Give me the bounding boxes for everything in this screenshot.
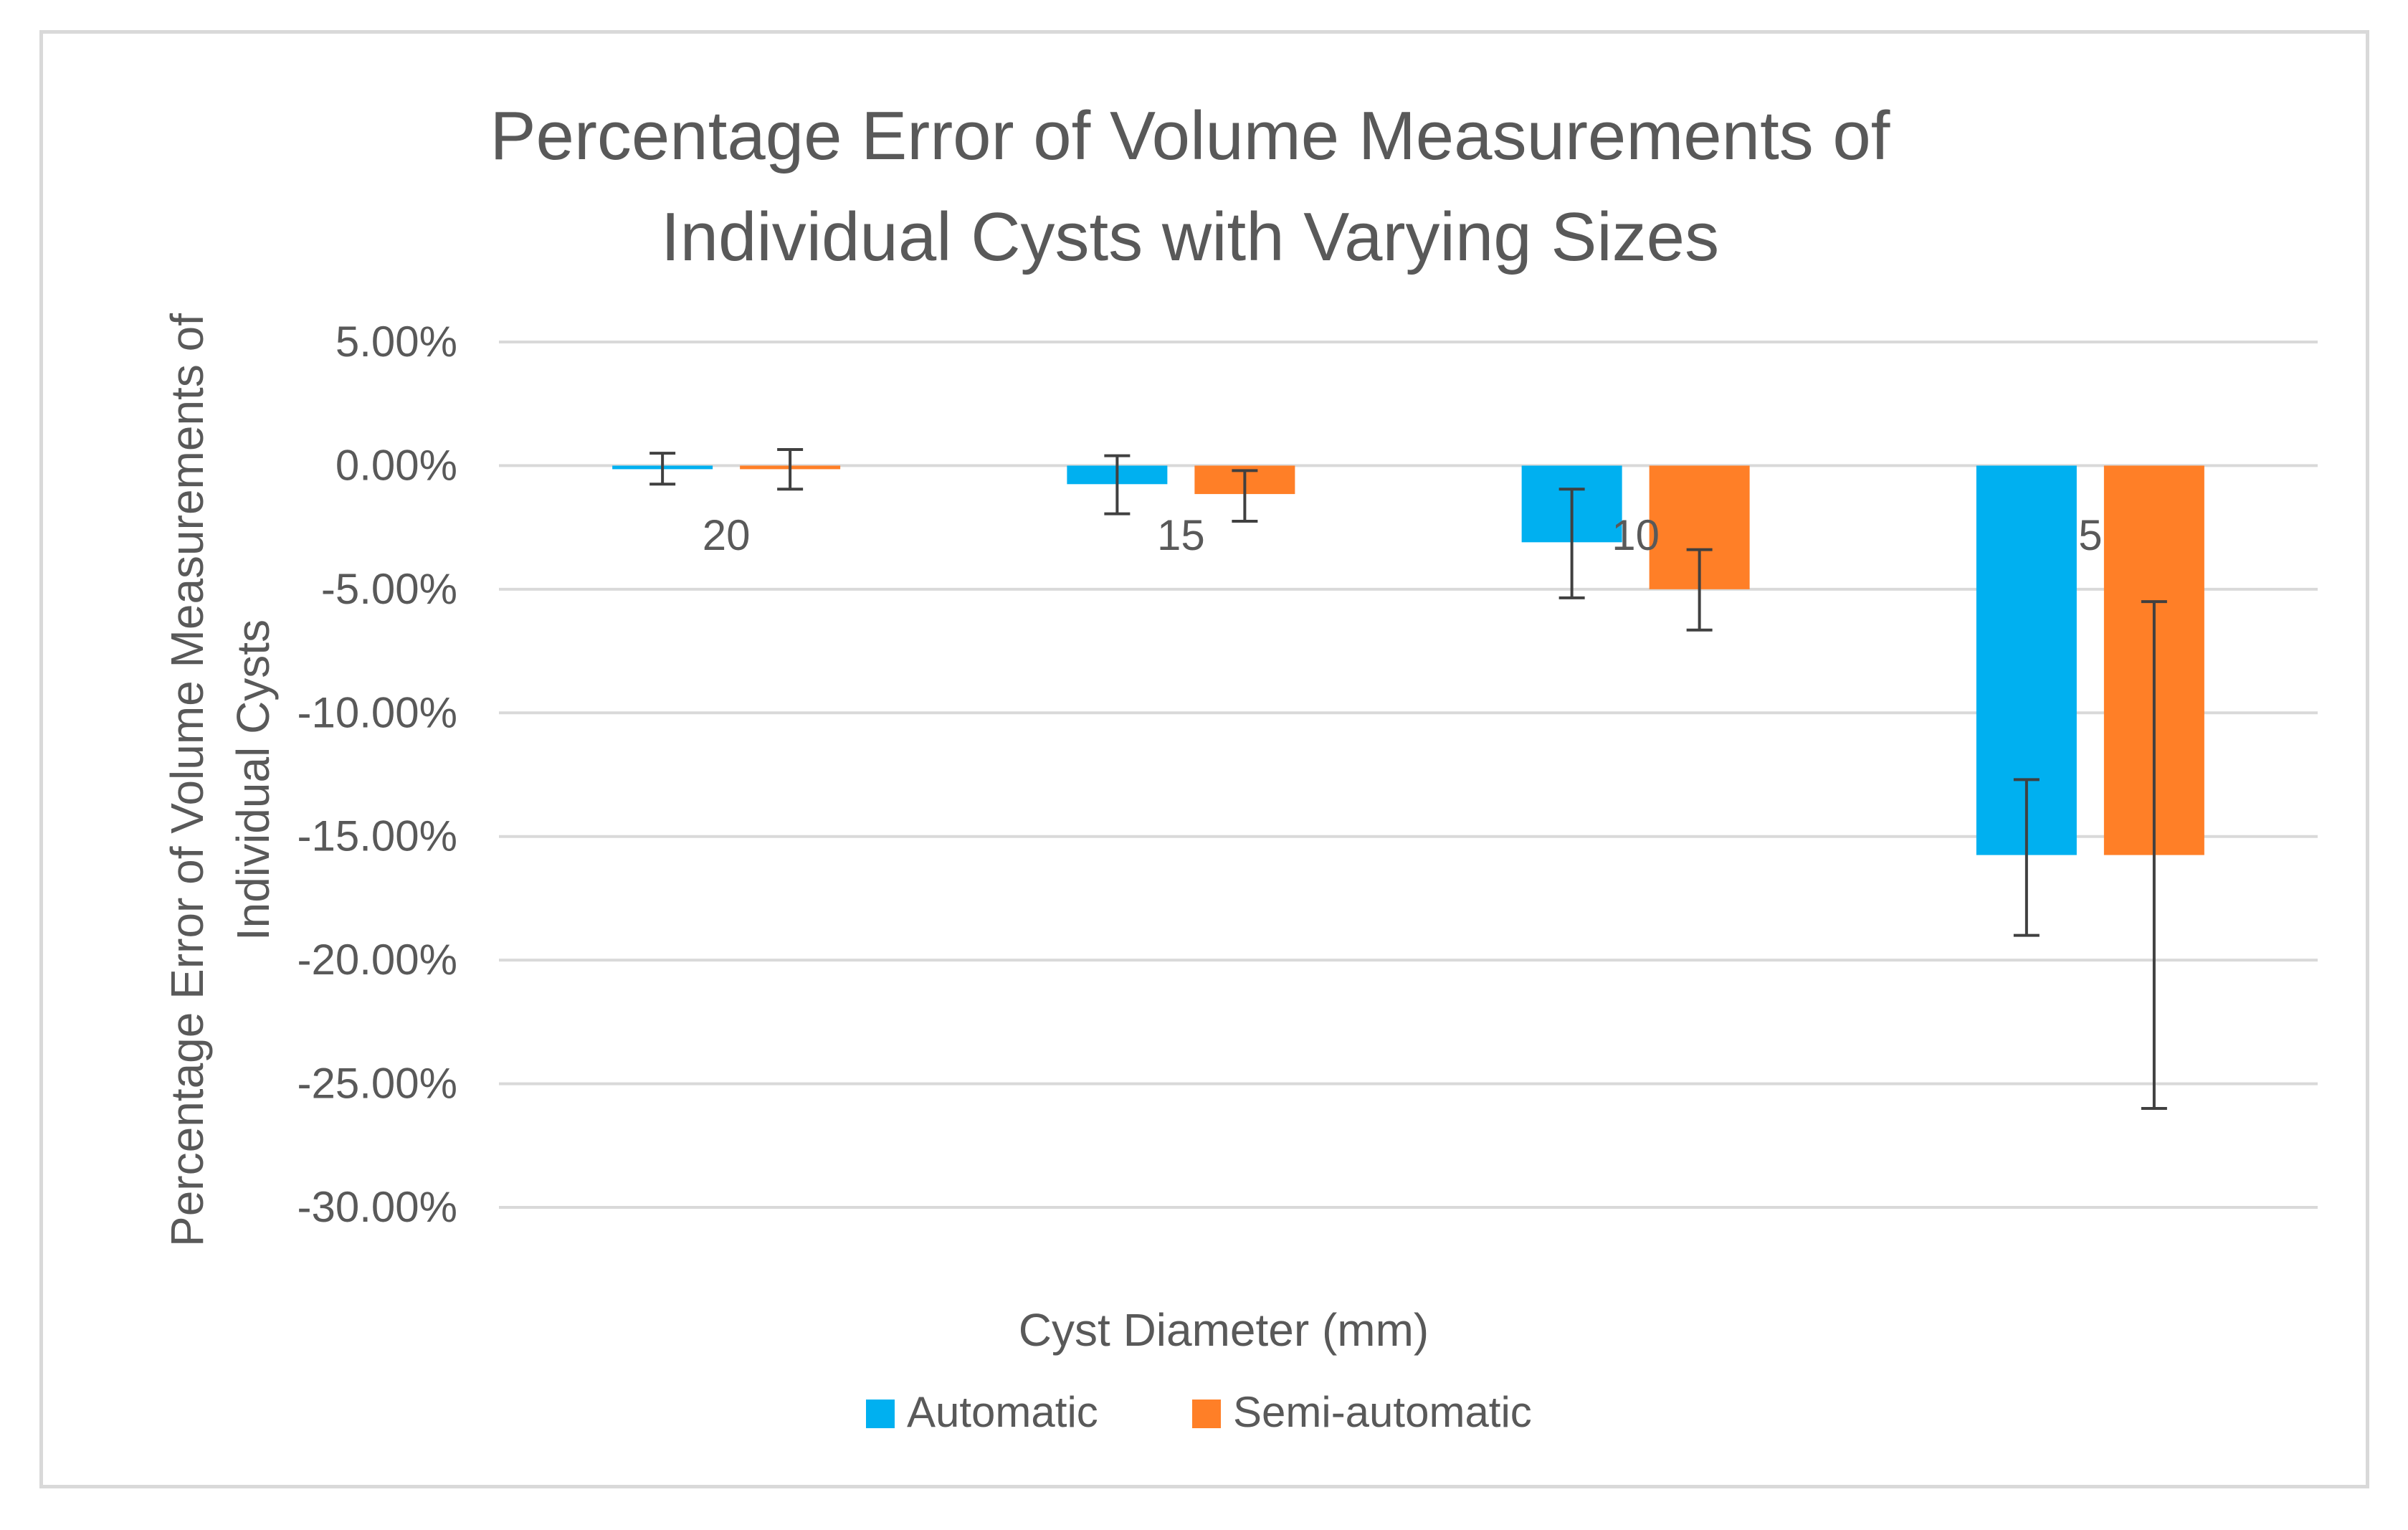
- y-tick-label: -30.00%: [298, 1183, 457, 1231]
- chart-title: Percentage Error of Volume Measurements …: [490, 98, 1890, 275]
- y-tick-label: -25.00%: [298, 1060, 457, 1108]
- y-tick-label: -10.00%: [298, 688, 457, 736]
- error-bar: [1232, 469, 1258, 523]
- legend-swatch-automatic: [866, 1400, 895, 1428]
- y-tick-label: 0.00%: [335, 441, 457, 489]
- legend-item-automatic: Automatic: [866, 1388, 1098, 1436]
- error-bar: [777, 448, 804, 491]
- y-tick-label: -5.00%: [321, 565, 457, 613]
- y-tick-label: -20.00%: [298, 936, 457, 984]
- error-bar: [649, 452, 676, 486]
- x-tick-label: 20: [703, 511, 751, 559]
- legend-label-automatic: Automatic: [907, 1388, 1098, 1436]
- y-axis-label-line-1: Percentage Error of Volume Measurements …: [161, 313, 213, 1247]
- y-tick-label: 5.00%: [335, 318, 457, 366]
- error-bar: [1686, 548, 1713, 632]
- y-axis-label-line-2: Individual Cysts: [227, 619, 279, 941]
- legend-label-semi-automatic: Semi-automatic: [1233, 1388, 1532, 1436]
- error-bar: [2141, 600, 2167, 1111]
- x-tick-label: 5: [2078, 511, 2102, 559]
- legend-item-semi-automatic: Semi-automatic: [1192, 1388, 1532, 1436]
- y-tick-labels: 5.00% 0.00% -5.00% -10.00% -15.00% -20.00% -25…: [298, 318, 457, 1231]
- y-axis-label: Percentage Error of Volume Measurements …: [161, 313, 279, 1247]
- y-tick-label: -15.00%: [298, 812, 457, 860]
- chart-svg: Percentage Error of Volume Measurements …: [161, 98, 2318, 1436]
- error-bar: [2013, 778, 2040, 937]
- chart-title-line-2: Individual Cysts with Varying Sizes: [661, 199, 1719, 275]
- bars: [612, 465, 2204, 855]
- error-bar: [1104, 454, 1131, 515]
- x-tick-label: 10: [1612, 511, 1660, 559]
- legend-swatch-semi-automatic: [1192, 1400, 1221, 1428]
- x-tick-label: 15: [1157, 511, 1205, 559]
- category-labels: 20 15 10 5: [703, 511, 2103, 559]
- chart-frame: Percentage Error of Volume Measurements …: [39, 30, 2369, 1488]
- error-bars: [649, 448, 2167, 1111]
- error-bar: [1558, 488, 1585, 599]
- x-axis-label: Cyst Diameter (mm): [1019, 1304, 1429, 1356]
- chart-title-line-1: Percentage Error of Volume Measurements …: [490, 98, 1890, 174]
- legend: Automatic Semi-automatic: [866, 1388, 1532, 1436]
